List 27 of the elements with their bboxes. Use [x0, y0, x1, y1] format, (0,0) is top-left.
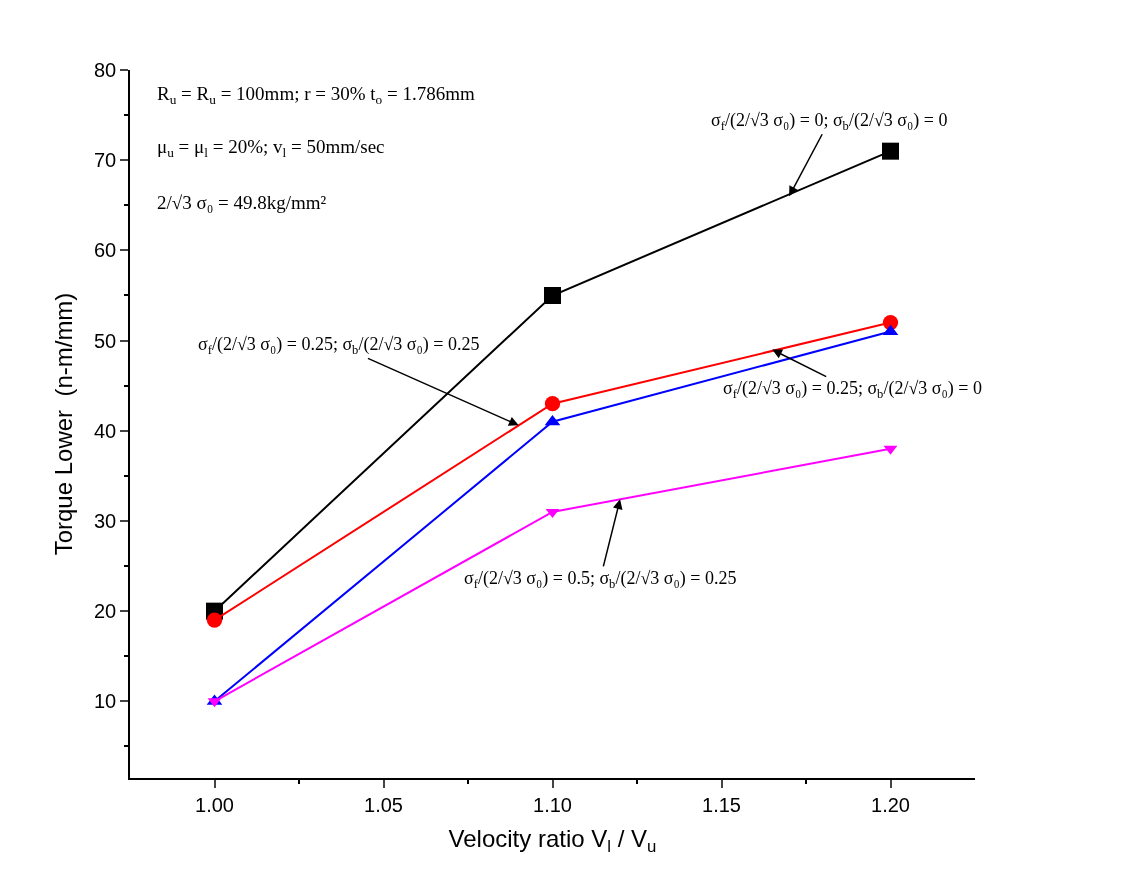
point — [544, 286, 561, 304]
point — [882, 142, 899, 160]
x-tick-label: 1.00 — [195, 793, 234, 816]
y-tick-label: 50 — [94, 329, 117, 352]
annotation: σ$_{f}$/(2/√3 σ₀) = 0.25; σ$_{b}$/(2/√3 σ₀) = 0 — [723, 378, 982, 401]
point — [206, 612, 223, 628]
y-tick-label: 20 — [94, 600, 117, 623]
y-tick-label: 60 — [94, 239, 117, 262]
x-tick-label: 1.10 — [533, 793, 572, 816]
annotation: R$_{u}$ = R$_{u}$ = 100mm; r = 30% t$_{o}$ = 1.786mm — [157, 83, 475, 107]
point — [544, 414, 561, 426]
y-tick-label: 40 — [94, 419, 117, 442]
y-tick-label: 30 — [94, 509, 117, 532]
annotation: 2/√3 σ₀ = 49.8kg/mm² — [157, 192, 327, 213]
x-tick-label: 1.15 — [702, 793, 741, 816]
annotation: σ$_{f}$/(2/√3 σ₀) = 0.25; σ$_{b}$/(2/√3 σ₀) = 0.25 — [198, 334, 480, 357]
y-tick-label: 80 — [94, 59, 117, 81]
x-axis-title: Velocity ratio V$_{l}$ / V$_{u}$ — [448, 824, 657, 856]
annotation: σ$_{f}$/(2/√3 σ₀) = 0; σ$_{b}$/(2/√3 σ₀) = 0 — [711, 110, 948, 133]
annotation: σ$_{f}$/(2/√3 σ₀) = 0.5; σ$_{b}$/(2/√3 σ₀) = 0.25 — [464, 568, 737, 591]
y-tick-label: 70 — [94, 149, 117, 172]
x-tick-label: 1.05 — [364, 793, 403, 816]
x-tick-label: 1.20 — [871, 793, 910, 816]
annotation: μ$_{u}$ = μ$_{l}$ = 20%; v$_{l}$ = 50mm/sec — [157, 136, 385, 160]
point — [544, 396, 561, 412]
y-axis-title: Torque Lower (n-m/mm) — [49, 292, 77, 556]
y-tick-label: 10 — [94, 690, 117, 713]
